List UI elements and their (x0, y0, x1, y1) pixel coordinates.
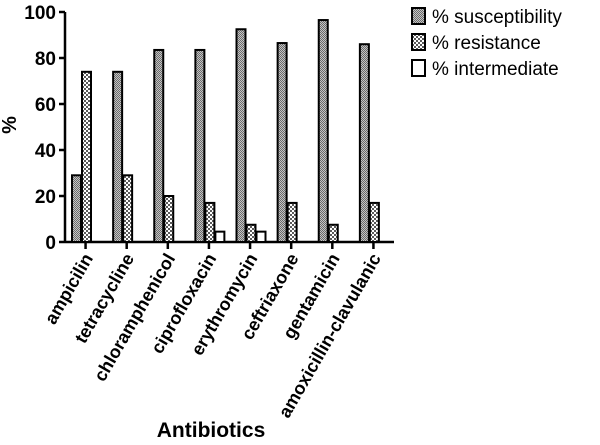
bar-susceptibility-6 (317, 19, 329, 243)
bar-resistance-4 (245, 223, 257, 243)
bar-resistance-0 (81, 70, 92, 243)
bars (71, 19, 380, 244)
legend-intermediate-label: % intermediate (432, 59, 559, 80)
bar-susceptibility-1 (112, 70, 124, 243)
x-axis-title: Antibiotics (157, 419, 266, 440)
y-axis-title: % (0, 116, 21, 134)
legend-susceptibility-swatch (411, 7, 426, 25)
legend-resistance-label: % resistance (432, 33, 541, 54)
bar-susceptibility-4 (235, 28, 247, 243)
y-tick-label: 40 (35, 141, 56, 162)
bar-susceptibility-2 (153, 48, 165, 244)
y-tick-label: 20 (35, 187, 56, 208)
bar-resistance-1 (122, 174, 134, 243)
legend-resistance-swatch (411, 33, 426, 51)
bar-resistance-3 (204, 201, 216, 243)
legend-intermediate-swatch (411, 59, 426, 77)
y-tick-label: 100 (24, 3, 56, 24)
bar-intermediate-4 (255, 230, 267, 243)
bar-resistance-5 (286, 201, 298, 243)
legend: % susceptibility % resistance % intermedi… (411, 7, 562, 80)
bar-susceptibility-0 (71, 174, 82, 243)
legend-susceptibility-label: % susceptibility (432, 7, 562, 28)
bar-susceptibility-7 (358, 43, 370, 244)
bar-resistance-7 (368, 201, 380, 243)
bar-resistance-6 (327, 223, 339, 243)
x-axis-ticks: ampicilintetracyclinechloramphenicolcipr… (41, 242, 385, 421)
y-axis-ticks: 0 20 40 60 80 100 (24, 3, 65, 254)
y-tick-label: 80 (35, 49, 56, 70)
bar-intermediate-3 (214, 230, 226, 243)
bar-resistance-2 (163, 195, 175, 243)
y-tick-label: 0 (45, 233, 56, 254)
y-tick-label: 60 (35, 95, 56, 116)
bar-susceptibility-3 (194, 48, 206, 244)
bar-susceptibility-5 (276, 42, 288, 243)
